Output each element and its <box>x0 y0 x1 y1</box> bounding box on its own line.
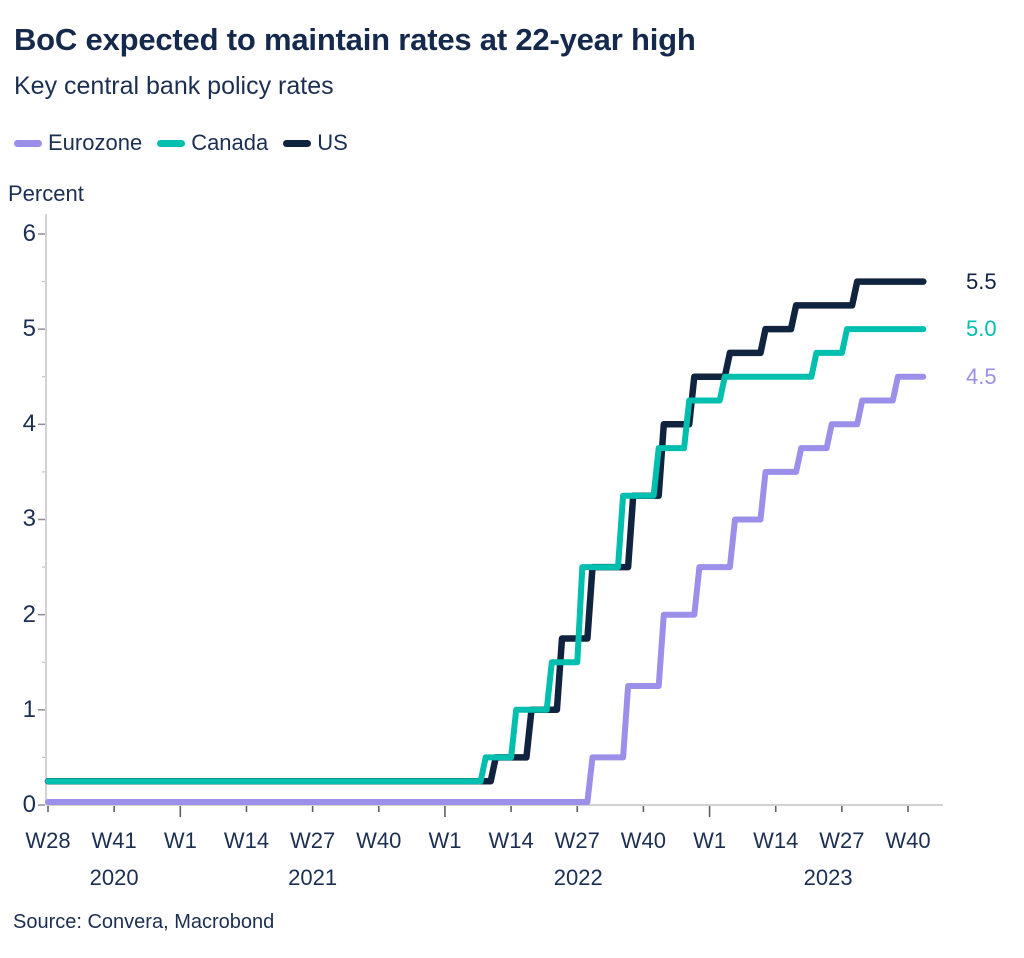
x-tick-label-10: W1 <box>693 828 727 853</box>
chart-subtitle: Key central bank policy rates <box>14 72 334 100</box>
legend-label-us: US <box>317 130 348 155</box>
y-tick-label-4: 4 <box>22 410 36 438</box>
y-tick-label-5: 5 <box>22 315 36 343</box>
x-tick-label-1: W41 <box>91 828 137 853</box>
x-tick-label-2: W1 <box>163 828 197 853</box>
year-label-2022: 2022 <box>553 865 603 890</box>
legend-swatch-us <box>283 139 312 147</box>
x-tick-label-13: W40 <box>885 828 931 853</box>
legend-swatch-canada <box>157 139 186 147</box>
legend-label-canada: Canada <box>191 130 269 155</box>
x-tick-label-6: W1 <box>428 828 462 853</box>
series-line-eurozone <box>45 373 927 805</box>
x-tick-label-11: W14 <box>753 828 799 853</box>
legend-label-eurozone: Eurozone <box>48 130 143 155</box>
y-tick-label-2: 2 <box>22 600 36 628</box>
legend-swatch-eurozone <box>14 139 42 147</box>
y-axis-title: Percent <box>8 181 84 206</box>
source-note: Source: Convera, Macrobond <box>13 911 275 933</box>
end-label-canada: 5.0 <box>966 316 997 342</box>
year-label-2021: 2021 <box>288 865 338 890</box>
legend-item-us: US <box>283 130 348 156</box>
y-tick-label-0: 0 <box>22 791 36 818</box>
series-line-us <box>44 278 927 785</box>
end-label-us: 5.5 <box>966 268 997 294</box>
year-label-2023: 2023 <box>803 865 853 890</box>
legend-item-canada: Canada <box>157 130 268 156</box>
series-line-canada <box>45 326 927 785</box>
legend-item-eurozone: Eurozone <box>14 130 142 156</box>
x-tick-label-3: W14 <box>223 828 270 853</box>
x-tick-label-5: W40 <box>356 828 402 853</box>
x-tick-label-9: W40 <box>620 828 667 853</box>
x-tick-label-4: W27 <box>290 828 336 853</box>
year-label-2020: 2020 <box>89 865 139 890</box>
y-tick-label-6: 6 <box>22 219 36 247</box>
y-tick-label-1: 1 <box>22 695 36 723</box>
end-label-eurozone: 4.5 <box>966 363 997 389</box>
x-tick-label-0: W28 <box>25 828 71 853</box>
x-tick-label-12: W27 <box>819 828 865 853</box>
x-tick-label-7: W14 <box>488 828 534 853</box>
x-tick-label-8: W27 <box>554 828 600 853</box>
y-tick-label-3: 3 <box>22 505 36 533</box>
chart-title: BoC expected to maintain rates at 22-yea… <box>14 22 696 57</box>
legend: Eurozone Canada US <box>14 130 348 156</box>
